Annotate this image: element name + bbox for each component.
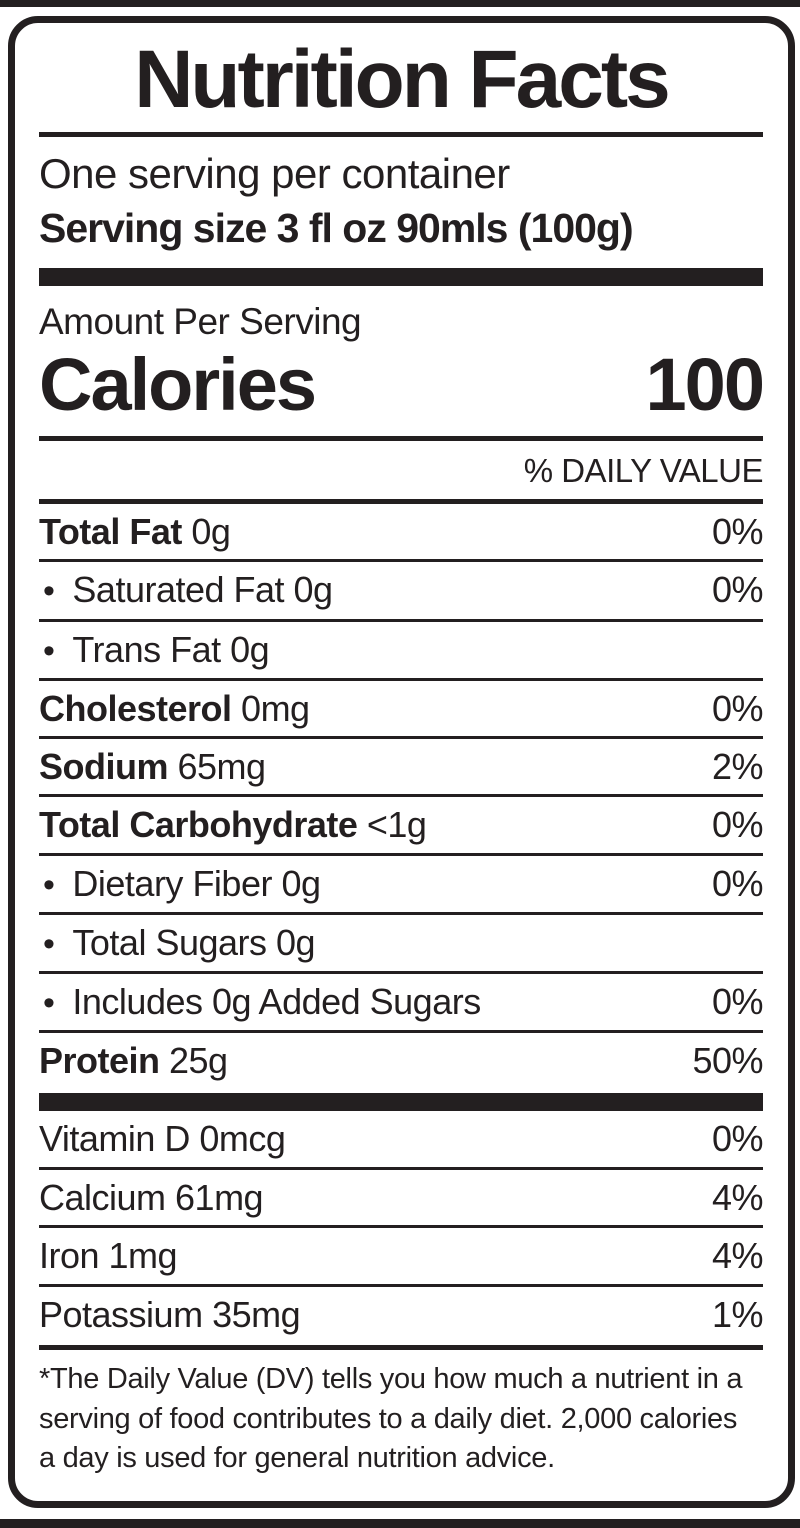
nutrient-row: • Dietary Fiber 0g 0% — [39, 852, 764, 912]
daily-value-percent: 0% — [711, 569, 764, 611]
daily-value-percent: 2% — [711, 746, 764, 787]
calories-row: Calories 100 — [39, 343, 765, 427]
daily-value-percent: 4% — [711, 1176, 764, 1218]
serving-size: Serving size 3 fl oz 90mls (100g) — [39, 204, 634, 251]
nutrition-facts-card: Nutrition Facts One serving per containe… — [8, 16, 795, 1508]
daily-value-percent: 4% — [711, 1235, 764, 1277]
nutrient-name: Total Carbohydrate <1g — [39, 804, 427, 846]
nutrient-name: Vitamin D 0mcg — [39, 1118, 286, 1160]
nutrient-row: • Trans Fat 0g — [39, 618, 763, 678]
nutrient-name: Iron 1mg — [39, 1235, 178, 1277]
daily-value-percent: 50% — [692, 1040, 763, 1082]
daily-value-footnote: *The Daily Value (DV) tells you how much… — [39, 1363, 743, 1475]
nutrient-name: Sodium 65mg — [39, 746, 266, 787]
nutrient-name: Total Fat 0g — [39, 511, 231, 553]
daily-value-percent: 0% — [711, 511, 764, 553]
nutrient-name: Calcium 61mg — [39, 1176, 264, 1218]
daily-value-percent: 0% — [711, 1118, 764, 1160]
calories-value: 100 — [645, 343, 765, 427]
label-title: Nutrition Facts — [134, 34, 671, 125]
servings-per-container: One serving per container — [39, 150, 510, 198]
bottom-edge-strip — [0, 1519, 800, 1528]
nutrient-row: • Total Sugars 0g — [39, 911, 763, 971]
daily-value-header: % DAILY VALUE — [523, 452, 764, 490]
nutrient-row: • Includes 0g Added Sugars 0% — [39, 970, 764, 1030]
daily-value-percent: 0% — [711, 980, 764, 1022]
amount-per-serving: Amount Per Serving — [39, 300, 362, 342]
nutrient-row: • Saturated Fat 0g 0% — [39, 559, 764, 618]
nutrient-name: • Dietary Fiber 0g — [43, 862, 321, 904]
bullet-icon: • — [43, 572, 55, 611]
daily-value-divider — [39, 499, 763, 505]
daily-value-percent: 0% — [711, 862, 764, 904]
calories-label: Calories — [39, 343, 317, 427]
daily-value-percent: 1% — [711, 1293, 764, 1335]
nutrient-rows: Total Fat 0g 0% • Saturated Fat 0g 0% • Trans … — [39, 504, 764, 1088]
vitamin-row: Iron 1mg 4% — [39, 1225, 764, 1283]
title-divider — [39, 132, 763, 138]
daily-value-percent: 0% — [711, 804, 764, 846]
nutrient-row: Sodium 65mg 2% — [39, 736, 764, 794]
nutrient-name: • Total Sugars 0g — [43, 921, 316, 963]
vitamin-rows: Vitamin D 0mcg 0% Calcium 61mg 4% Iron 1mg 4%… — [39, 1111, 764, 1342]
nutrient-name: • Includes 0g Added Sugars — [43, 980, 481, 1022]
thick-divider-serving — [39, 267, 763, 286]
vitamin-row: Potassium 35mg 1% — [39, 1283, 764, 1342]
nutrient-name: Protein 25g — [39, 1040, 228, 1082]
daily-value-percent: 0% — [711, 687, 764, 729]
nutrient-name: • Trans Fat 0g — [43, 628, 270, 670]
bullet-icon: • — [43, 865, 55, 904]
vitamin-row: Calcium 61mg 4% — [39, 1166, 764, 1225]
nutrient-row: Protein 25g 50% — [39, 1030, 763, 1088]
nutrient-name: • Saturated Fat 0g — [43, 569, 333, 611]
nutrient-row: Cholesterol 0mg 0% — [39, 677, 764, 736]
nutrient-name: Cholesterol 0mg — [39, 687, 310, 729]
bullet-icon: • — [43, 983, 55, 1022]
bullet-icon: • — [43, 631, 55, 670]
nutrient-name: Potassium 35mg — [39, 1293, 301, 1335]
top-edge-strip — [0, 0, 800, 7]
thick-divider-protein — [39, 1093, 763, 1112]
vitamin-row: Vitamin D 0mcg 0% — [39, 1111, 764, 1166]
nutrient-row: Total Fat 0g 0% — [39, 504, 764, 559]
bullet-icon: • — [43, 924, 55, 963]
vitamins-divider — [39, 1345, 763, 1351]
nutrient-row: Total Carbohydrate <1g 0% — [39, 794, 764, 852]
calories-divider — [39, 436, 763, 442]
